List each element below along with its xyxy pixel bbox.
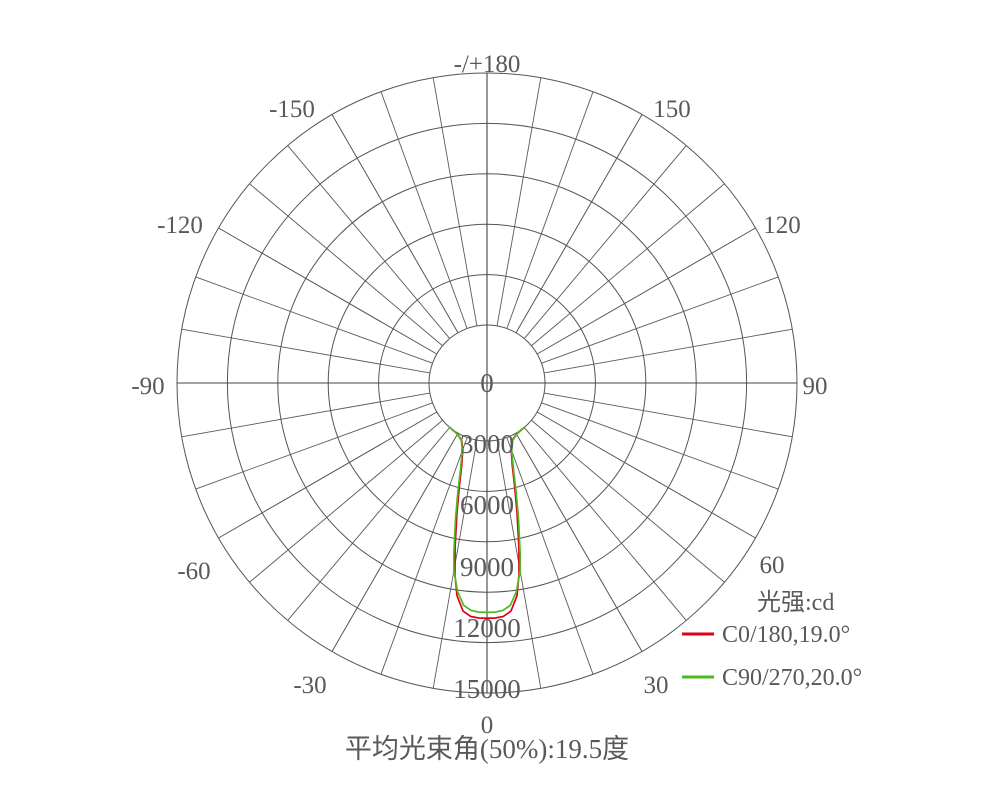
grid-spoke-60 — [536, 411, 756, 539]
angle-label-minus120: -120 — [157, 212, 203, 239]
angle-label-120: 120 — [763, 212, 801, 239]
grid-spoke-140 — [523, 145, 687, 339]
angle-label-0: 0 — [481, 712, 494, 739]
radial-label-6000: 6000 — [460, 490, 514, 520]
polar-grid — [176, 72, 798, 694]
grid-spoke-100 — [544, 328, 793, 374]
grid-spoke-210 — [331, 114, 459, 334]
beam-angle-caption: 平均光束角(50%):19.5度 — [345, 734, 629, 764]
grid-spoke-260 — [181, 328, 430, 374]
angle-label-minus30: -30 — [293, 672, 326, 699]
grid-spoke-240 — [218, 227, 438, 355]
legend-label-c0: C0/180,19.0° — [722, 622, 850, 648]
grid-spoke-300 — [218, 411, 438, 539]
grid-spoke-320 — [287, 427, 451, 621]
grid-spoke-220 — [287, 145, 451, 339]
radial-label-15000: 15000 — [453, 674, 521, 704]
grid-spoke-70 — [541, 402, 779, 490]
angle-label-180: -/+180 — [454, 51, 521, 78]
grid-spoke-30 — [515, 432, 643, 652]
legend-label-c90: C90/270,20.0° — [722, 665, 862, 691]
grid-spoke-40 — [523, 427, 687, 621]
angle-label-60: 60 — [760, 552, 785, 579]
grid-spoke-190 — [432, 77, 478, 326]
grid-spoke-80 — [544, 392, 793, 438]
grid-spoke-280 — [181, 392, 430, 438]
legend-unit-title: 光强:cd — [757, 589, 834, 616]
radial-label-0: 0 — [480, 368, 494, 398]
grid-spoke-340 — [380, 437, 468, 675]
grid-spoke-250 — [195, 276, 433, 364]
grid-spoke-170 — [496, 77, 542, 326]
grid-spoke-150 — [515, 114, 643, 334]
grid-spoke-230 — [249, 183, 443, 347]
grid-spoke-110 — [541, 276, 779, 364]
grid-spoke-120 — [536, 227, 756, 355]
angle-label-30: 30 — [644, 672, 669, 699]
radial-label-3000: 3000 — [460, 429, 514, 459]
radial-label-9000: 9000 — [460, 552, 514, 582]
angle-label-minus90: -90 — [131, 373, 164, 400]
grid-spoke-330 — [331, 432, 459, 652]
grid-spoke-310 — [249, 419, 443, 583]
angle-label-90: 90 — [803, 373, 828, 400]
grid-spoke-200 — [380, 91, 468, 329]
angle-label-150: 150 — [653, 96, 691, 123]
angle-label-minus60: -60 — [177, 558, 210, 585]
grid-spoke-130 — [531, 183, 725, 347]
curve-c90-270-20-0- — [448, 426, 526, 614]
angle-label-minus150: -150 — [269, 96, 315, 123]
grid-spoke-160 — [506, 91, 594, 329]
grid-spoke-290 — [195, 402, 433, 490]
distribution-curves — [448, 426, 526, 620]
radial-label-12000: 12000 — [453, 613, 521, 643]
grid-spoke-50 — [531, 419, 725, 583]
grid-spoke-20 — [506, 437, 594, 675]
